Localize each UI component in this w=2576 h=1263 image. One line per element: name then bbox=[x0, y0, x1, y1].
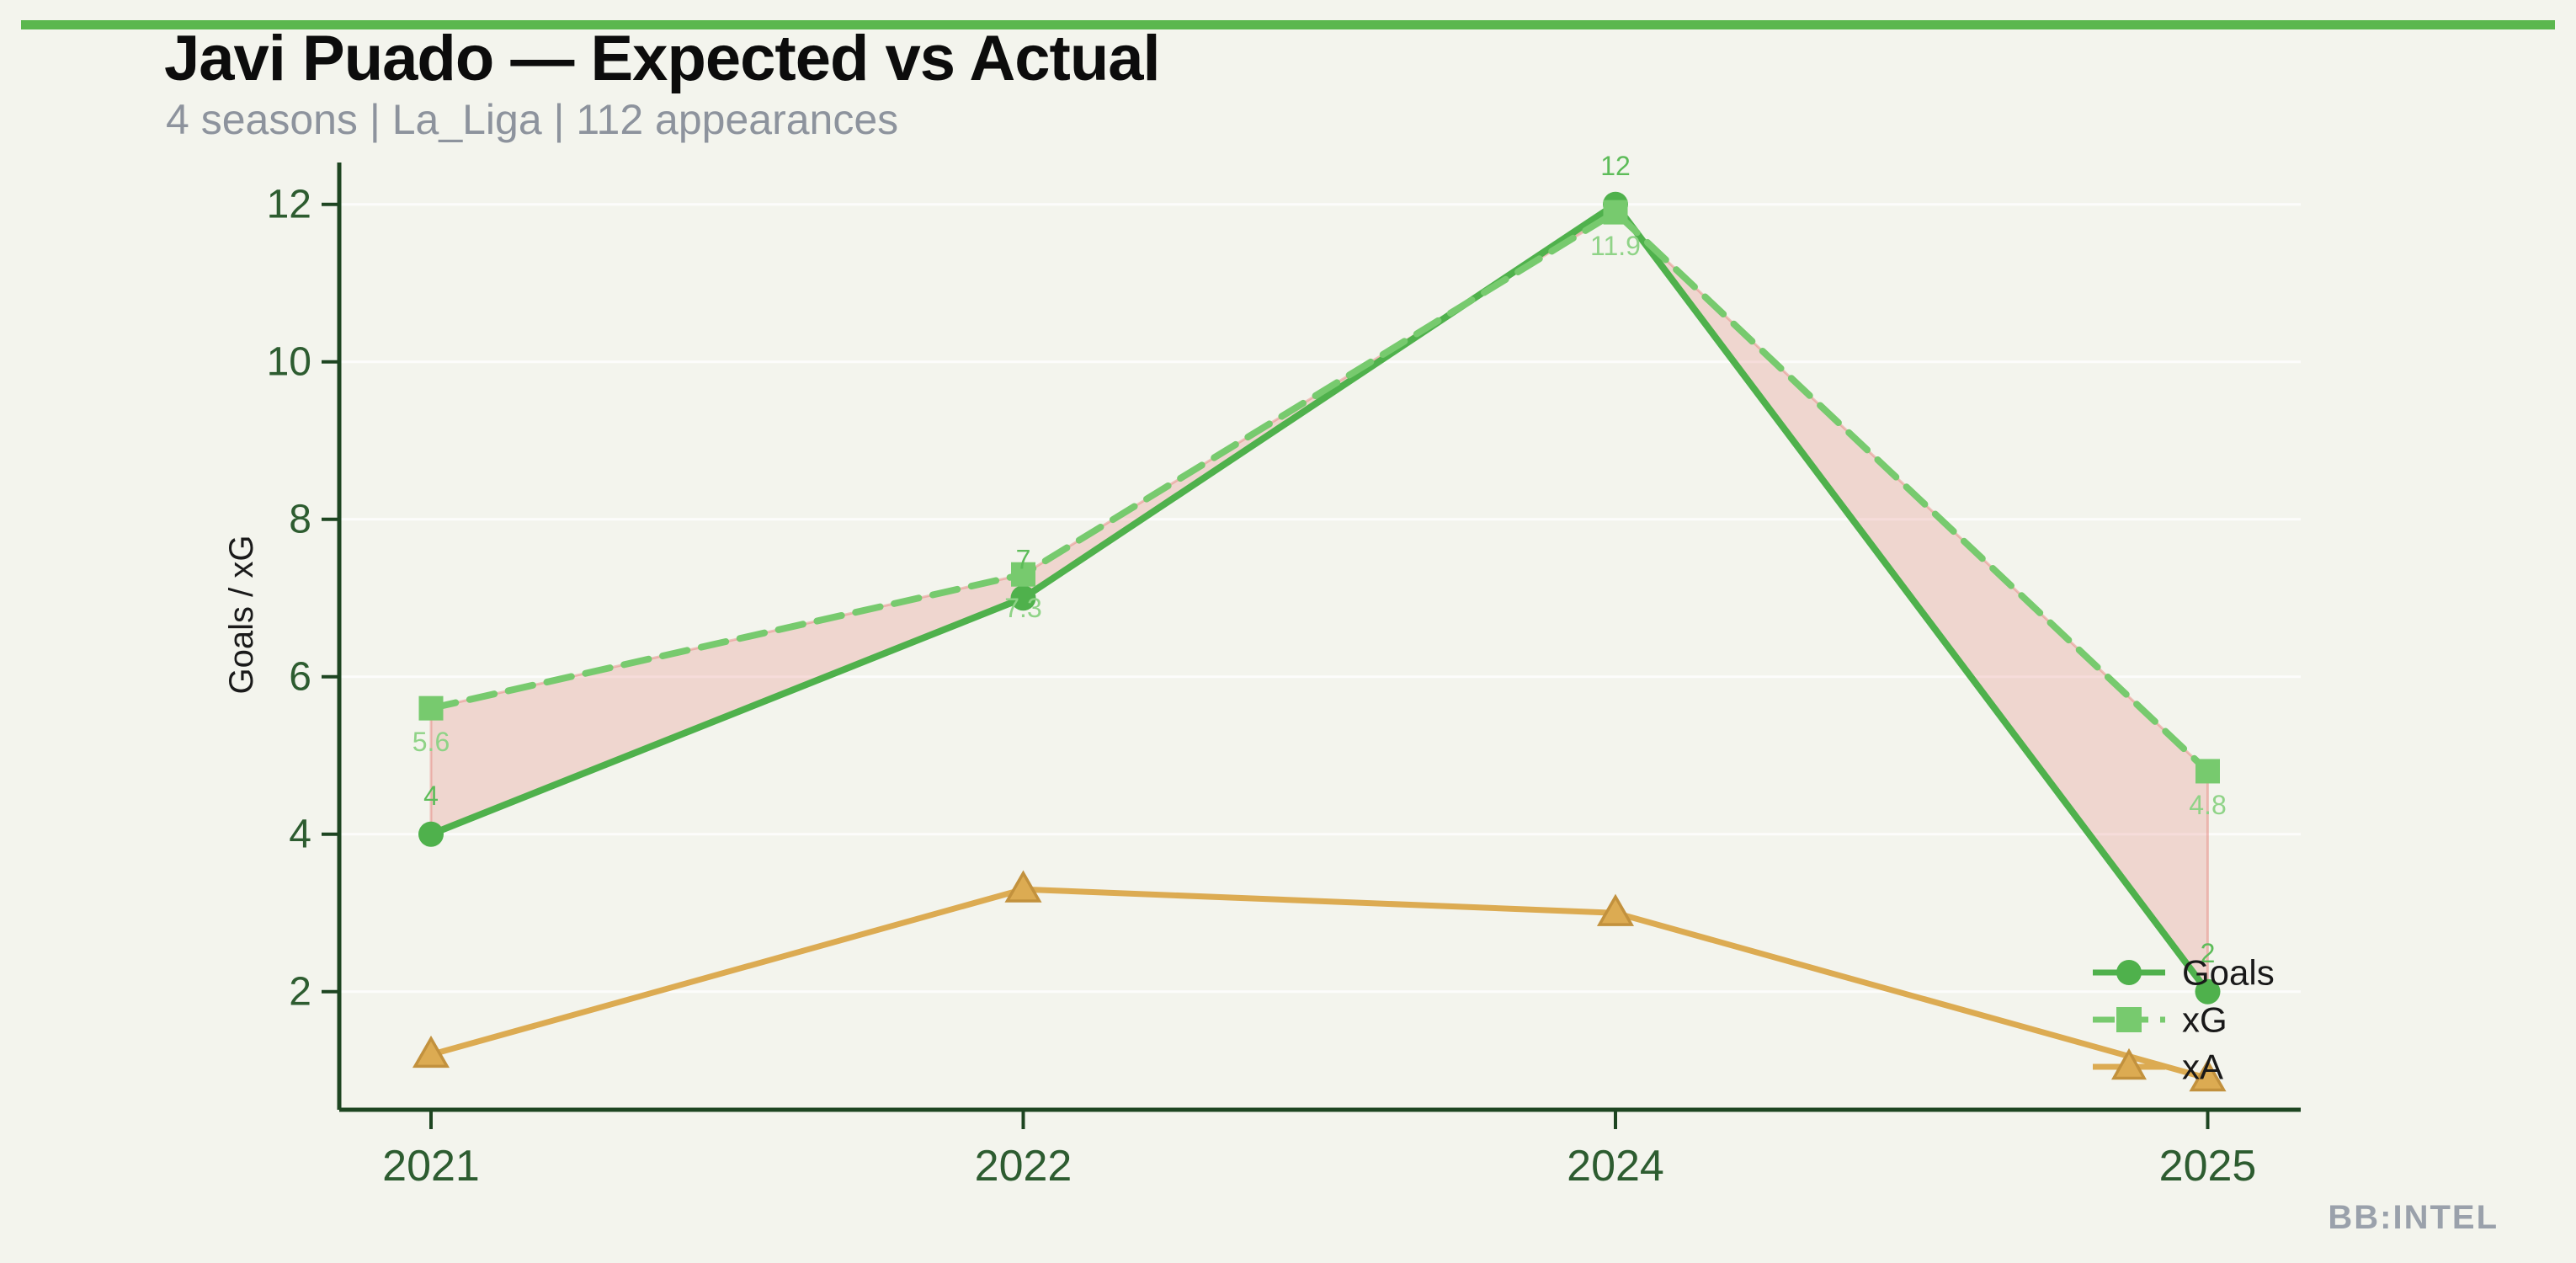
legend-marker-xa bbox=[2111, 1047, 2147, 1080]
goals-marker bbox=[1010, 585, 1036, 611]
y-tick-label: 8 bbox=[289, 497, 311, 541]
xg-marker bbox=[1011, 562, 1035, 587]
chart-header: Javi Puado — Expected vs Actual 4 season… bbox=[164, 23, 1161, 143]
y-tick-label: 2 bbox=[289, 969, 311, 1014]
xg-marker bbox=[418, 695, 444, 721]
x-tick-label: 2022 bbox=[975, 1142, 1072, 1191]
page-subtitle: 4 seasons | La_Liga | 112 appearances bbox=[166, 95, 899, 143]
goals-marker bbox=[418, 821, 444, 847]
goals-line bbox=[428, 200, 2211, 995]
legend-label-goals: Goals bbox=[2182, 953, 2275, 993]
goals-marker bbox=[2195, 978, 2221, 1005]
y-axis-title: Goals / xG bbox=[223, 536, 260, 695]
y-tick-label: 6 bbox=[289, 654, 311, 699]
x-tick-label: 2024 bbox=[1567, 1142, 1664, 1191]
x-tick-label: 2025 bbox=[2159, 1142, 2257, 1191]
xa-marker bbox=[412, 1035, 450, 1068]
y-tick-label: 4 bbox=[289, 812, 311, 856]
accent-bar bbox=[21, 20, 2555, 29]
goals-value-label: 7 bbox=[1016, 544, 1031, 574]
xa-marker bbox=[1596, 893, 1635, 926]
goals-value-label: 12 bbox=[1600, 151, 1631, 181]
xg-value-label: 7.3 bbox=[1004, 593, 1041, 623]
legend-marker-goals bbox=[2116, 960, 2142, 985]
xg-marker bbox=[1603, 200, 1628, 225]
legend-marker-xg bbox=[2116, 1007, 2142, 1032]
y-tick-label: 10 bbox=[267, 339, 311, 384]
xa-marker bbox=[1004, 870, 1042, 903]
legend-label-xa: xA bbox=[2182, 1047, 2223, 1087]
xg-value-label: 11.9 bbox=[1590, 231, 1641, 261]
goals-value-label: 4 bbox=[423, 781, 439, 811]
legend-label-xg: xG bbox=[2182, 1000, 2227, 1040]
y-tick-label: 12 bbox=[267, 182, 311, 226]
x-tick-label: 2021 bbox=[382, 1142, 480, 1191]
goals-value-label: 2 bbox=[2201, 938, 2216, 968]
xg-line bbox=[428, 209, 2211, 775]
xa-marker bbox=[2189, 1058, 2227, 1092]
xg-value-label: 4.8 bbox=[2189, 790, 2226, 820]
goals-xg-difference-fill bbox=[429, 202, 2209, 996]
xg-marker bbox=[2195, 759, 2220, 784]
xa-line bbox=[428, 886, 2211, 1082]
page-title: Javi Puado — Expected vs Actual bbox=[164, 23, 1161, 94]
xg-value-label: 5.6 bbox=[412, 727, 450, 757]
brand-watermark: BB:INTEL bbox=[2328, 1199, 2499, 1236]
